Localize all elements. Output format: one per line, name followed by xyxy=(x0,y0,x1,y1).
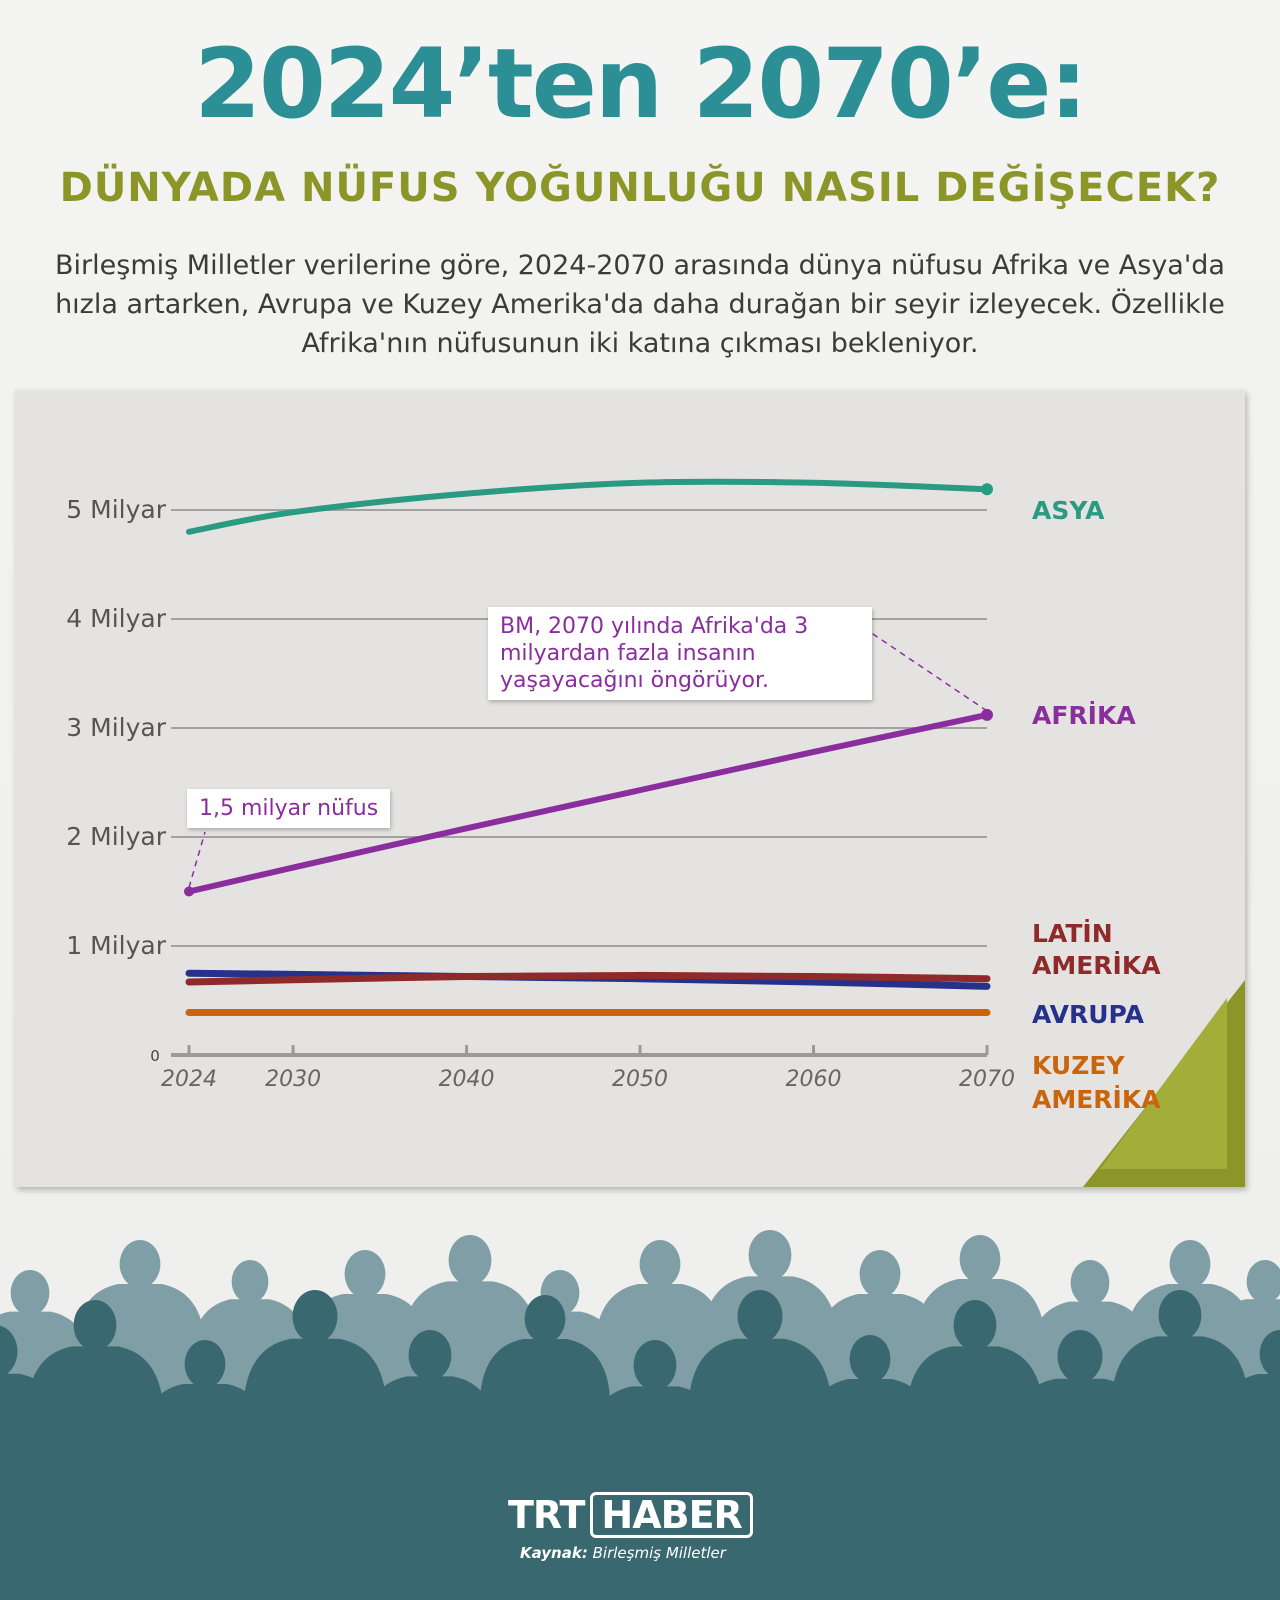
crowd-person-head xyxy=(408,1330,452,1381)
crowd-person-head xyxy=(292,1290,338,1343)
crowd-person-head xyxy=(1070,1260,1110,1306)
crowd-person-body xyxy=(1208,1374,1280,1600)
crowd-person-head xyxy=(73,1300,117,1351)
trt-haber-logo: TRT HABER xyxy=(508,1492,753,1538)
crowd-person-head xyxy=(849,1335,891,1383)
crowd-person-head xyxy=(1259,1330,1280,1378)
crowd-person-head xyxy=(748,1230,792,1281)
crowd-person-head xyxy=(737,1290,783,1343)
y-tick-label: 5 Milyar xyxy=(66,495,166,524)
page-subtitle: DÜNYADA NÜFUS YOĞUNLUĞU NASIL DEĞİŞECEK? xyxy=(59,165,1221,211)
crowd-person-head xyxy=(953,1300,997,1351)
chart-panel: 0 1 Milyar 2 Milyar 3 Milyar 4 Milyar 5 Milya… xyxy=(15,390,1245,1187)
africa-2024-leader xyxy=(188,831,206,888)
series-line-africa xyxy=(186,711,990,895)
crowd-person-head xyxy=(119,1240,161,1288)
legend-label-asia: ASYA xyxy=(1032,496,1105,525)
source-value: Birleşmiş Milletler xyxy=(592,1544,726,1562)
y-tick-label: 3 Milyar xyxy=(66,713,166,742)
crowd-person-head xyxy=(1057,1330,1103,1383)
series-end-point-africa xyxy=(981,708,993,721)
africa-2024-callout: 1,5 milyar nüfus xyxy=(187,789,391,828)
y-tick-label: 2 Milyar xyxy=(66,822,166,851)
crowd-person-head xyxy=(639,1240,681,1288)
source-label: Kaynak: xyxy=(520,1544,588,1562)
crowd-person-head xyxy=(1158,1290,1202,1341)
series-start-point-africa xyxy=(184,886,194,897)
crowd-person-body xyxy=(355,1376,505,1600)
series-line-latin_america xyxy=(185,971,991,986)
series-end-point-asia xyxy=(981,483,993,496)
crowd-person-head xyxy=(344,1250,386,1298)
x-tick-label: 2024 xyxy=(161,1067,217,1092)
crowd-person-head xyxy=(524,1295,566,1343)
y-tick-label: 4 Milyar xyxy=(66,604,166,633)
intro-paragraph: Birleşmiş Milletler verilerine göre, 202… xyxy=(55,250,1225,359)
africa-2070-leader xyxy=(866,629,988,712)
x-tick-label: 2070 xyxy=(959,1067,1015,1092)
population-line-chart: 0 1 Milyar 2 Milyar 3 Milyar 4 Milyar 5 Milya… xyxy=(66,478,1245,1187)
crowd-person-body xyxy=(20,1346,170,1600)
series-line-asia xyxy=(186,478,990,535)
crowd-person-head xyxy=(231,1260,269,1304)
legend-label-africa: AFRİKA xyxy=(1032,700,1136,730)
crowd-person-body xyxy=(236,1338,394,1600)
x-tick-label: 2050 xyxy=(612,1067,668,1092)
africa-2070-callout: BM, 2070 yılında Afrika'da 3 milyardan f… xyxy=(488,607,872,700)
crowd-person-head xyxy=(859,1250,901,1298)
logo-trt: TRT xyxy=(508,1493,585,1537)
crowd-person-head xyxy=(10,1270,50,1316)
legend-label-north_america: KUZEY AMERİKA xyxy=(1032,1051,1161,1114)
x-tick-label: 2030 xyxy=(265,1067,321,1092)
logo-haber: HABER xyxy=(590,1492,753,1538)
crowd-person-head xyxy=(448,1235,492,1286)
crowd-person-head xyxy=(1169,1240,1211,1288)
page-title: 2024’ten 2070’e: xyxy=(194,28,1088,140)
crowd-person-body xyxy=(681,1338,839,1600)
x-tick-label: 2040 xyxy=(439,1067,495,1092)
crowd-silhouette xyxy=(0,1230,1280,1600)
crowd-person-head xyxy=(633,1340,677,1391)
corner-accent-shade xyxy=(1100,998,1227,1169)
source-credit: Kaynak: Birleşmiş Milletler xyxy=(520,1544,726,1562)
legend-label-europe: AVRUPA xyxy=(1032,1000,1145,1029)
crowd-person-head xyxy=(959,1235,1001,1283)
legend-label-latin_america: LATİN AMERİKA xyxy=(1032,918,1161,980)
y-tick-label: 1 Milyar xyxy=(66,931,166,960)
crowd-person-head xyxy=(1246,1260,1280,1304)
y-tick-label: 0 xyxy=(150,1047,160,1065)
x-tick-label: 2060 xyxy=(786,1067,842,1092)
crowd-person-head xyxy=(184,1340,226,1388)
crowd-person-head xyxy=(0,1325,18,1378)
crowd-person-body xyxy=(473,1339,617,1600)
